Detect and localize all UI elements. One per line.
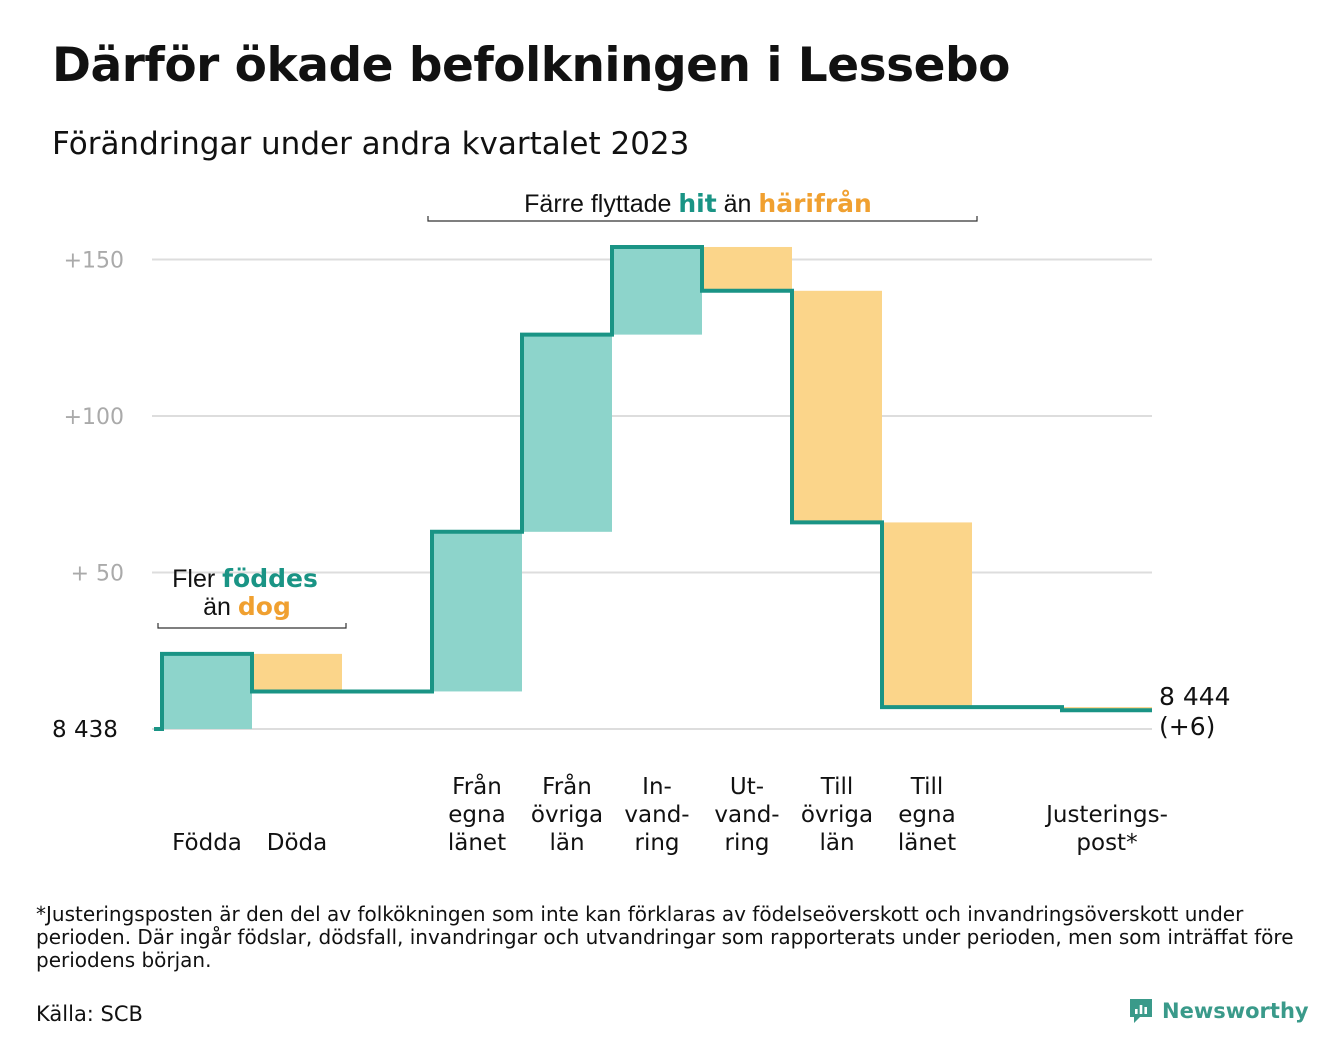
births-annotation-highlight: föddes bbox=[222, 564, 318, 593]
bar-7 bbox=[792, 290, 882, 523]
start-value-label: 8 438 bbox=[52, 717, 118, 743]
chart-title: Därför ökade befolkningen i Lessebo bbox=[52, 38, 1010, 93]
moves-annotation-pre: Färre flyttade bbox=[524, 190, 678, 218]
deaths-annotation-highlight: dog bbox=[238, 592, 291, 621]
category-label-7-0: Till bbox=[820, 774, 854, 800]
moves-annotation: Färre flyttade hit än härifrån bbox=[524, 189, 872, 218]
category-label-1-0: Döda bbox=[267, 830, 327, 856]
bar-3 bbox=[432, 531, 522, 692]
bar-1 bbox=[252, 653, 342, 692]
category-label-3-1: egna bbox=[448, 802, 505, 828]
births-bracket bbox=[157, 623, 347, 629]
bar-5 bbox=[612, 246, 702, 335]
category-label-10-0: Justerings- bbox=[1044, 802, 1168, 828]
category-label-6-2: ring bbox=[724, 830, 769, 856]
brand-name: Newsworthy bbox=[1162, 999, 1309, 1023]
brand-logo: Newsworthy bbox=[1128, 997, 1309, 1025]
moves-annotation-hit: hit bbox=[678, 189, 716, 218]
category-label-8-1: egna bbox=[898, 802, 955, 828]
category-label-7-1: övriga bbox=[801, 802, 873, 828]
bar-4 bbox=[522, 334, 612, 532]
category-label-10-1: post* bbox=[1076, 830, 1137, 856]
chart-subtitle: Förändringar under andra kvartalet 2023 bbox=[52, 126, 690, 162]
births-annotation-pre: Fler bbox=[172, 565, 222, 593]
category-label-7-2: län bbox=[819, 830, 854, 856]
moves-bracket bbox=[427, 216, 978, 222]
category-label-0-0: Födda bbox=[172, 830, 242, 856]
bar-6 bbox=[702, 246, 792, 291]
births-annotation-line1: Fler föddes bbox=[172, 564, 318, 593]
end-change-label: (+6) bbox=[1159, 712, 1215, 741]
category-label-4-1: övriga bbox=[531, 802, 603, 828]
category-label-3-0: Från bbox=[452, 772, 502, 800]
y-tick-label-1: +100 bbox=[64, 405, 124, 430]
category-label-4-2: län bbox=[549, 830, 584, 856]
category-label-4-0: Från bbox=[542, 772, 592, 800]
category-label-8-0: Till bbox=[910, 774, 944, 800]
y-tick-label-0: + 50 bbox=[71, 562, 124, 587]
category-label-5-0: In- bbox=[642, 774, 672, 800]
births-annotation-line2: än dog bbox=[203, 592, 291, 621]
y-tick-label-2: +150 bbox=[64, 249, 124, 274]
bar-8 bbox=[882, 522, 972, 708]
category-label-5-2: ring bbox=[634, 830, 679, 856]
category-label-5-1: vand- bbox=[624, 802, 689, 828]
footnote: *Justeringsposten är den del av folkökni… bbox=[36, 902, 1294, 972]
category-label-3-2: länet bbox=[448, 830, 506, 856]
category-label-8-2: länet bbox=[898, 830, 956, 856]
source-label: Källa: SCB bbox=[36, 1002, 143, 1026]
category-label-6-1: vand- bbox=[714, 802, 779, 828]
end-value-label: 8 444 bbox=[1159, 682, 1231, 711]
newsworthy-logo-icon bbox=[1130, 999, 1152, 1023]
bar-0 bbox=[162, 653, 252, 729]
moves-annotation-harifran: härifrån bbox=[758, 189, 871, 218]
moves-annotation-mid: än bbox=[717, 190, 759, 218]
births-annotation-mid: än bbox=[203, 593, 238, 621]
cumulative-step-line bbox=[154, 244, 1152, 731]
category-label-6-0: Ut- bbox=[730, 774, 764, 800]
